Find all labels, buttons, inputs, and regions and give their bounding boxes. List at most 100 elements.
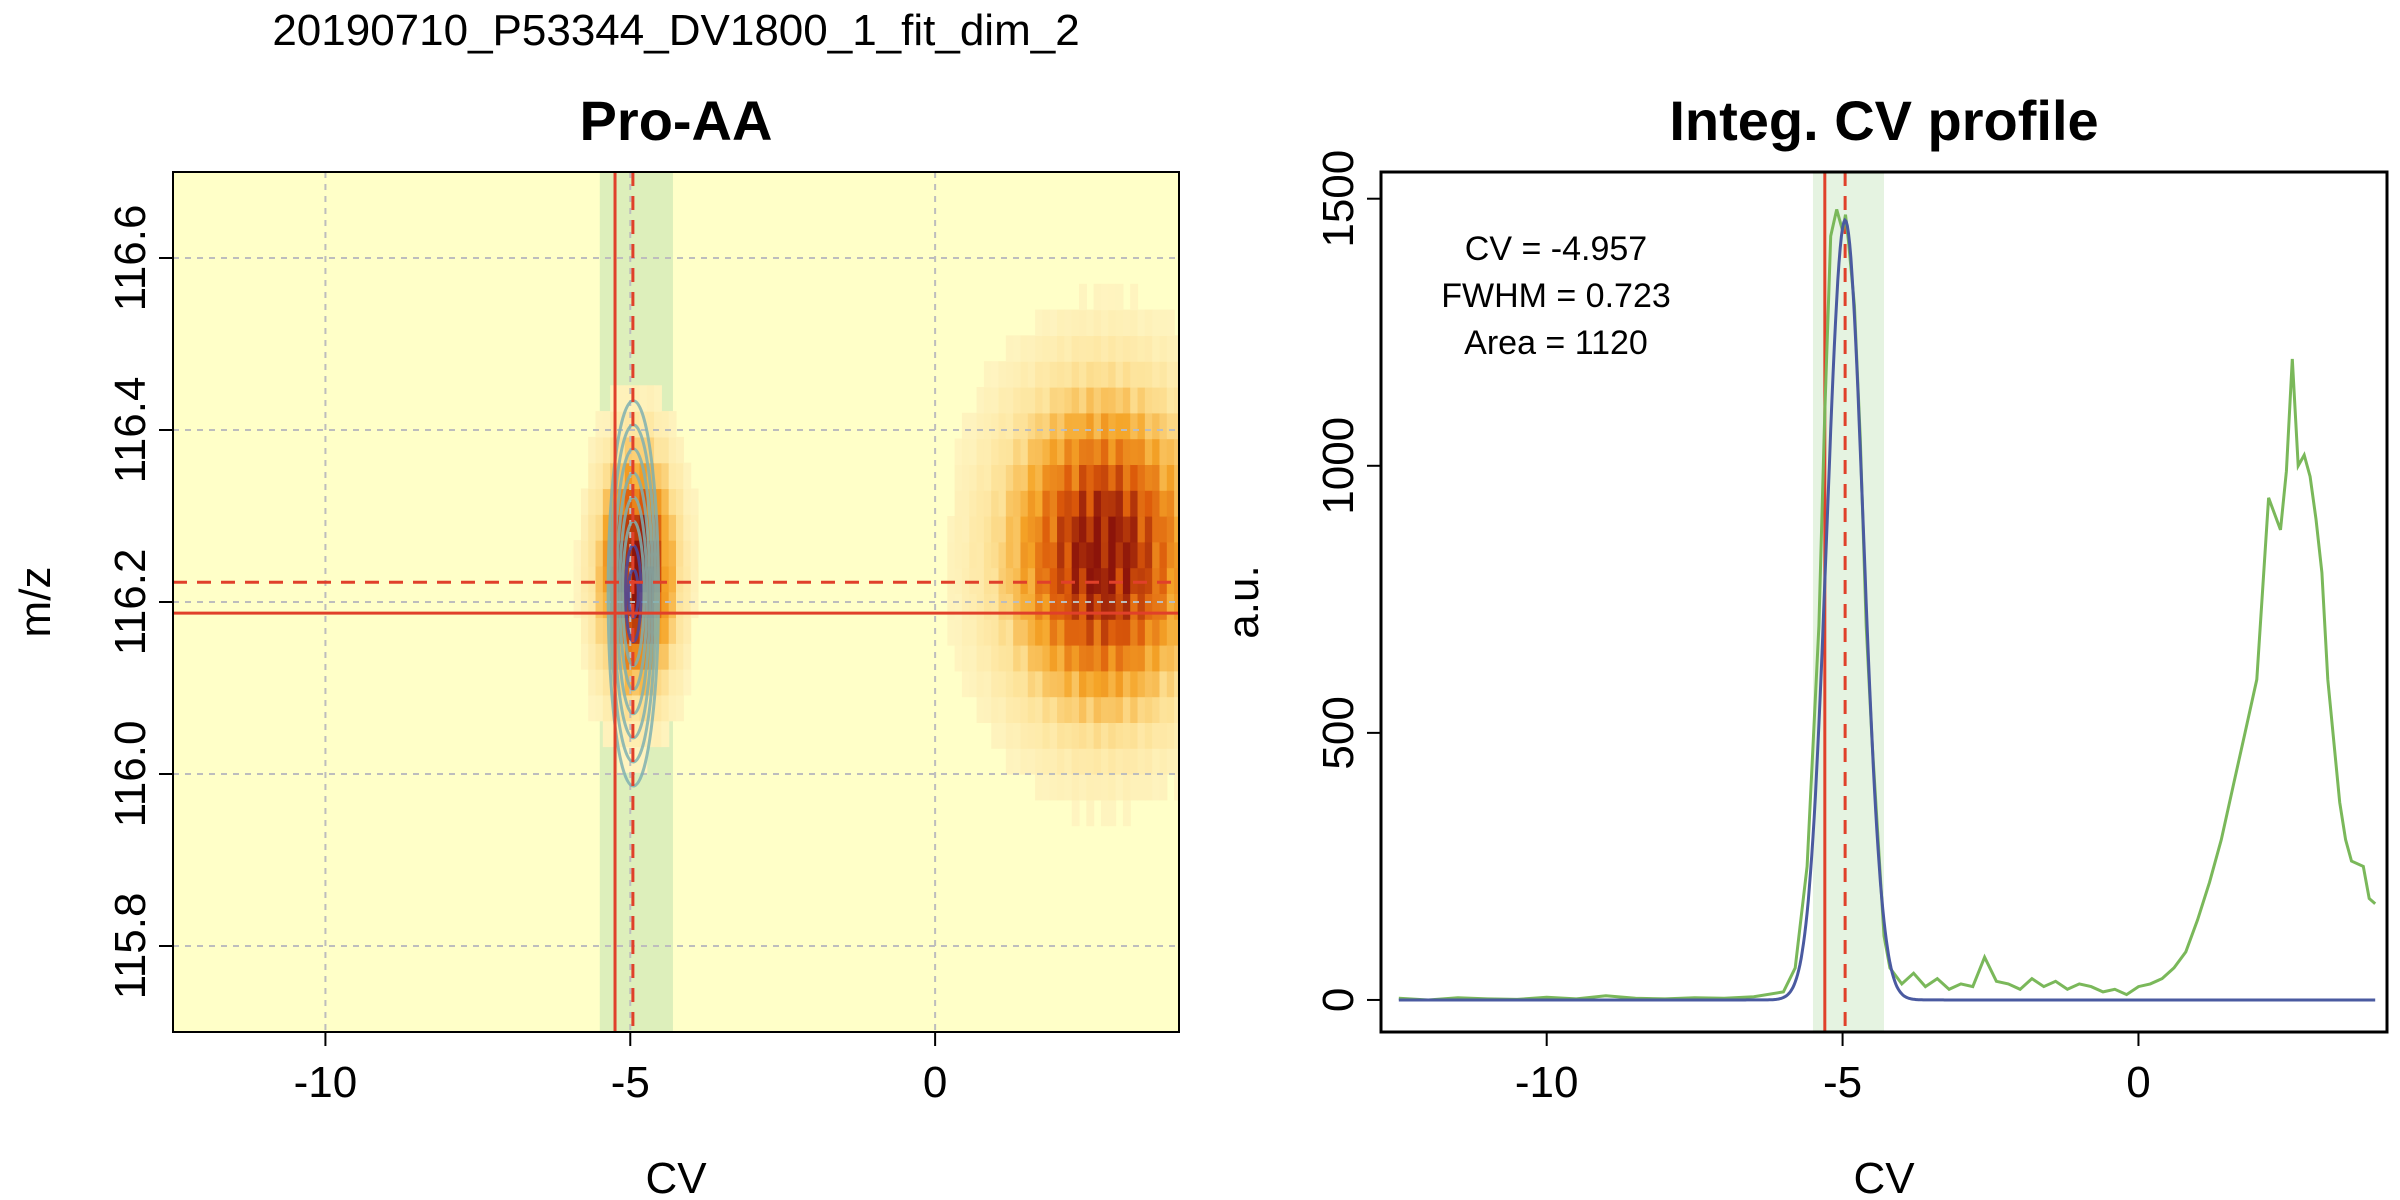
heatmap-cell [654,411,662,438]
figure-suptitle: 20190710_P53344_DV1800_1_fit_dim_2 [272,6,1079,55]
heatmap-cell [1159,335,1168,362]
profile-ytick-label: 1000 [1314,417,1363,515]
heatmap-cell [1115,283,1124,311]
heatmap-cell [1005,490,1014,517]
profile-ylabel: a.u. [1219,565,1268,638]
heatmap-cell [969,619,978,646]
heatmap-cell [1057,593,1065,620]
heatmap-cell [1181,516,1189,542]
heatmap-cell [602,643,611,670]
heatmap-cell [1079,722,1087,749]
heatmap-cell [1152,670,1161,698]
heatmap-cell [1152,387,1161,414]
heatmap-cell [1247,516,1255,542]
heatmap-cell [1005,722,1014,749]
heatmap-cell [1181,413,1189,439]
heatmap-cell [998,670,1007,698]
heatmap-cell [991,541,1000,569]
heatmap-cell [1027,438,1036,465]
heatmap-cell [1108,722,1117,749]
heatmap-cell [1211,568,1219,594]
heatmap-cell [1174,722,1179,749]
heatmap-cell [1093,412,1102,440]
heatmap-cell [632,385,641,412]
heatmap-cell [1057,696,1065,723]
heatmap-cell [1108,309,1117,336]
heatmap-cell [1144,619,1153,646]
heatmap-cell [588,514,597,541]
heatmap-cell [1218,542,1226,568]
heatmap-cell [1042,696,1051,723]
heatmap-cell [654,436,662,464]
heatmap-cell [1093,619,1102,646]
profile-ytick-label: 0 [1314,988,1363,1012]
heatmap-cell [1071,567,1080,594]
heatmap-cell [1130,593,1139,620]
heatmap-cell [1049,774,1058,801]
heatmap-cell [1203,645,1211,671]
heatmap-cell [1196,439,1204,465]
heatmap-cell [1005,670,1014,698]
heatmap-cell [595,436,604,464]
heatmap-cell [1130,412,1139,440]
heatmap-cell [639,411,648,438]
heatmap-cell [595,540,604,567]
heatmap-cell [1057,464,1065,491]
heatmap-cell [1181,748,1189,774]
heatmap-cell [1064,774,1073,801]
heatmap-cell [602,411,611,438]
heatmap-cell [1049,335,1058,362]
heatmap-cell [1144,670,1153,698]
heatmap-cell [1152,490,1161,517]
heatmap-cell [1181,490,1189,516]
heatmap-cell [683,514,692,541]
heatmap-cell [954,541,963,569]
profile-annotation: CV = -4.957 [1465,230,1647,268]
heatmap-cell [1100,335,1109,362]
heatmap-cell [1166,748,1175,775]
heatmap-cell [991,361,1000,388]
heatmap-cell [969,516,978,543]
heatmap-cell [580,565,589,593]
heatmap-cell [1166,387,1175,414]
heatmap-cell [1049,696,1058,723]
heatmap-cell [1079,361,1087,388]
heatmap-cell [1211,542,1219,568]
heatmap-cell [1100,619,1109,646]
heatmap-cell [947,541,956,569]
heatmap-cell [1159,774,1168,801]
heatmap-cell [1071,593,1080,620]
heatmap-cell [1218,413,1226,439]
heatmap-cell [1225,645,1233,671]
heatmap-cell [1137,438,1146,465]
heatmap-cell [1233,439,1241,465]
heatmap-cell [976,387,985,414]
heatmap-cell [1218,490,1226,516]
heatmap-cell [1013,490,1022,517]
heatmap-cell [1130,516,1139,543]
heatmap-cell [1100,387,1109,414]
heatmap-cell [1159,464,1168,491]
heatmap-cell [976,490,985,517]
heatmap-cell [1013,464,1022,491]
heatmap-cell [1027,645,1036,672]
heatmap-cell [1130,438,1139,465]
heatmap-cell [1108,619,1117,646]
heatmap-cell [639,720,648,748]
heatmap-cell [1152,619,1161,646]
heatmap-cell [1255,490,1263,516]
heatmap-cell [1013,645,1022,672]
heatmap-cell [1027,516,1036,543]
heatmap-cell [617,514,626,541]
heatmap-cell [1027,748,1036,775]
heatmap-cell [1035,335,1044,362]
heatmap-cell [683,540,692,567]
heatmap-cell [1035,490,1044,517]
heatmap-cell [676,617,684,644]
heatmap-ytick-label: 116.0 [106,721,155,828]
heatmap-cell [983,696,992,723]
heatmap-cell [1064,361,1073,388]
heatmap-cell [617,643,626,670]
heatmap-cell [1137,774,1146,801]
heatmap-cell [1166,645,1175,672]
